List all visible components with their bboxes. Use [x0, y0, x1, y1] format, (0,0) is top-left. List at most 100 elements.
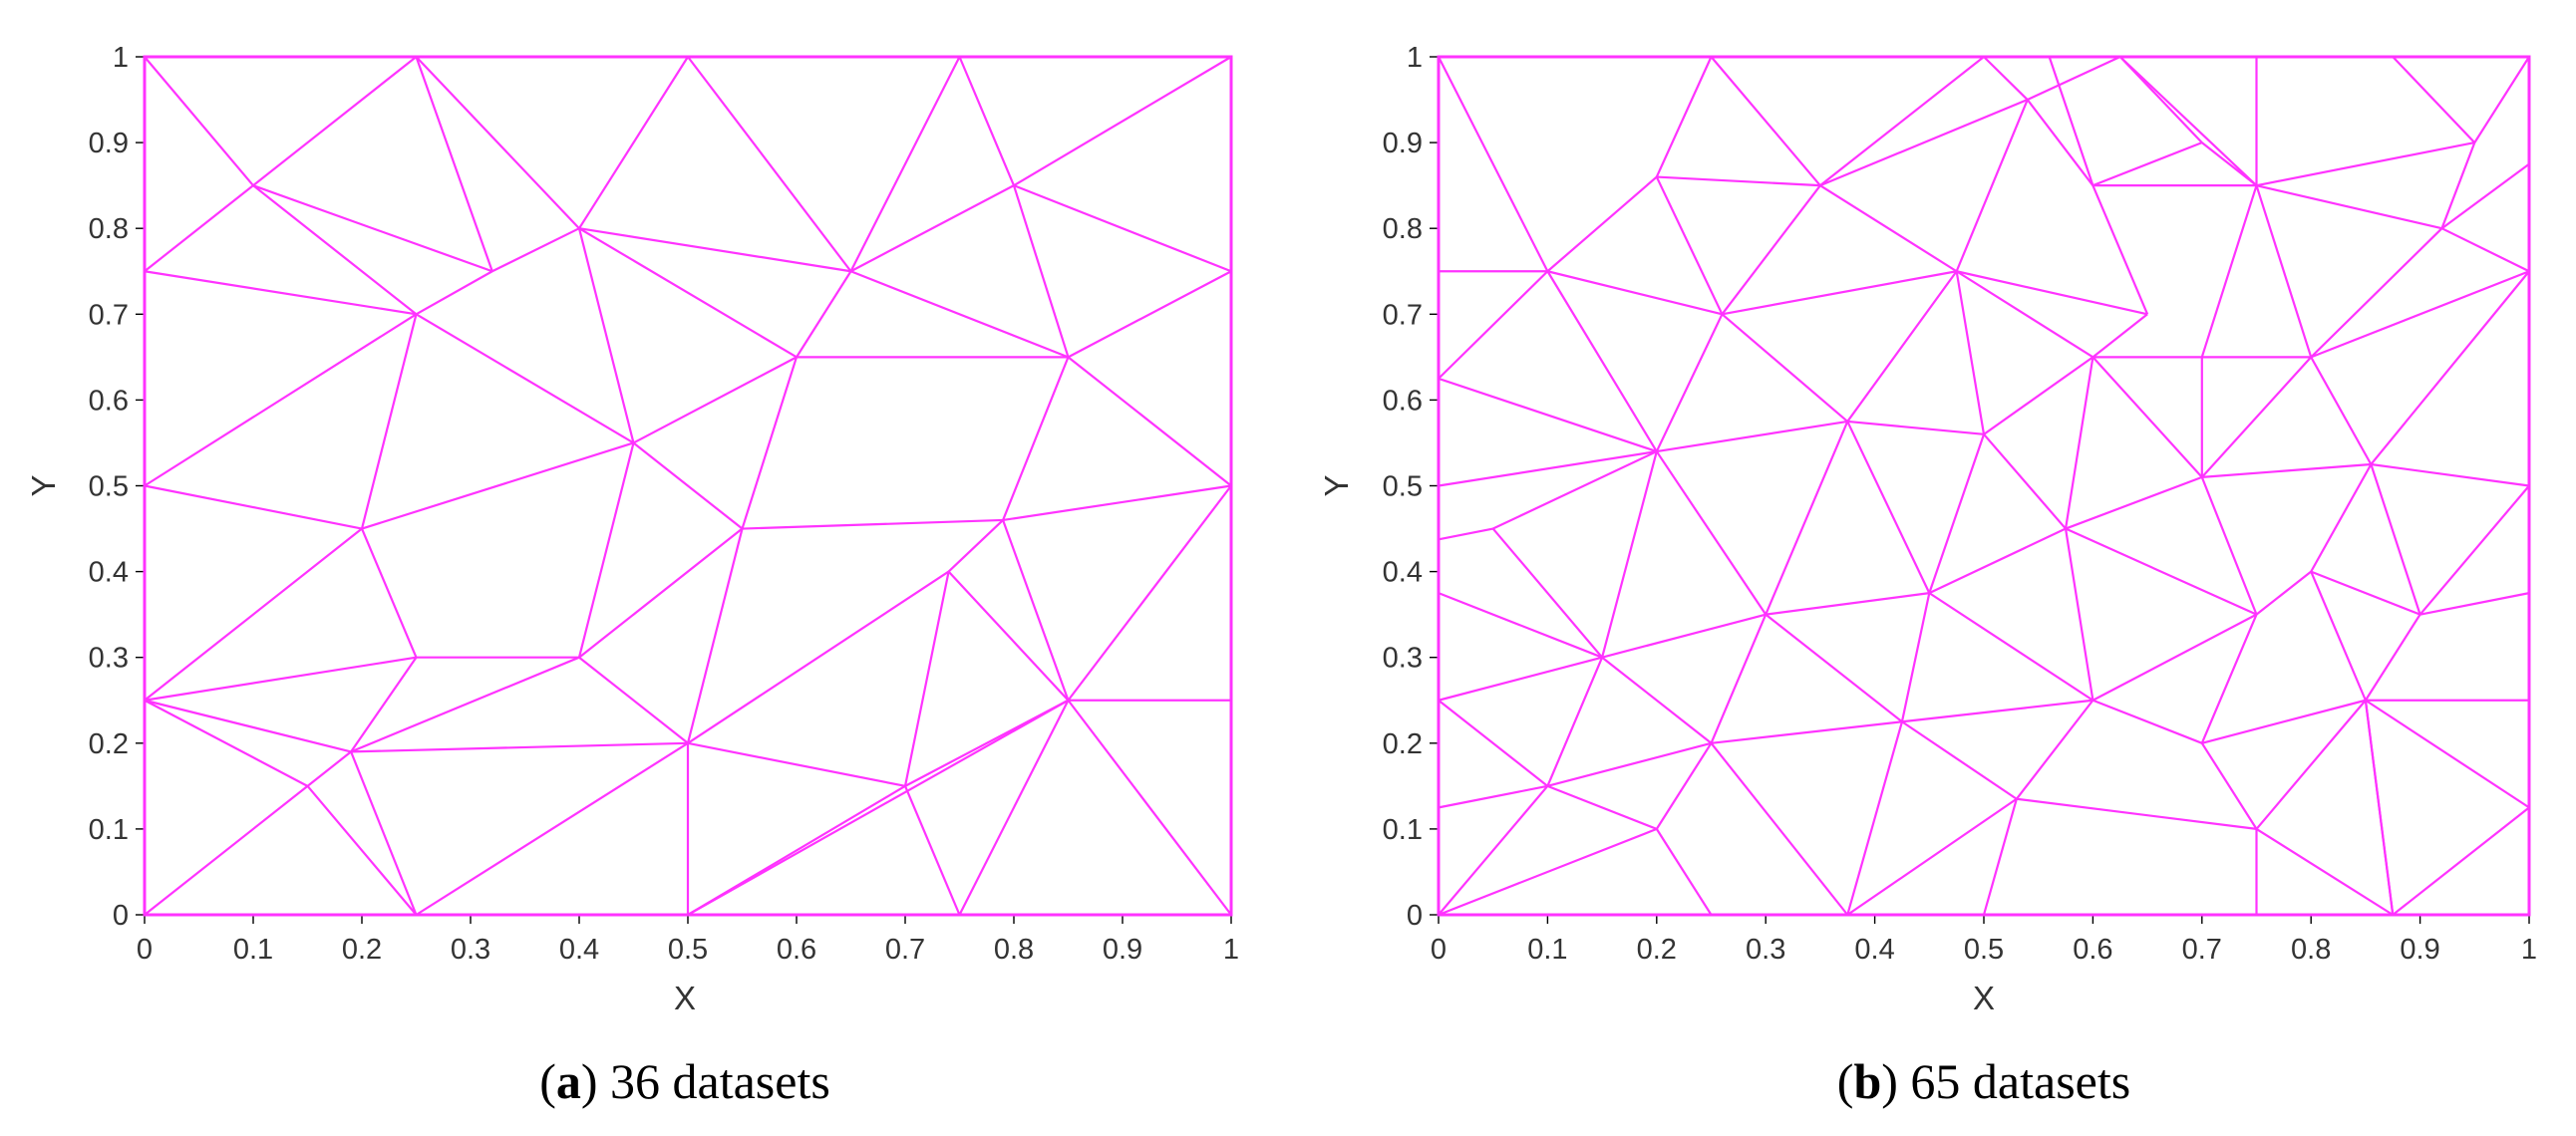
mesh-edge	[1722, 270, 1957, 316]
panel-b-mesh-plot: 0 0.1 0.2 0.3 0.4 0.5 0.6 0.7 0.8 0.9 1 0 0.1 0.2 0.3 0…	[1318, 42, 2537, 1016]
x-tick-label: 0.6	[2073, 934, 2112, 966]
mesh-edge	[1546, 270, 1658, 452]
mesh-edge	[2255, 827, 2394, 916]
mesh-edge	[1721, 313, 1848, 423]
mesh-edge	[849, 184, 1015, 273]
mesh-edge	[2092, 142, 2203, 187]
mesh-edge	[1547, 741, 1712, 787]
mesh-edge	[1721, 184, 1821, 315]
mesh-edge	[687, 570, 950, 744]
mesh-edge	[1819, 99, 2029, 187]
mesh-edge	[578, 227, 851, 273]
mesh-edge	[903, 785, 961, 916]
mesh-edge	[2364, 700, 2395, 916]
mesh-edge	[1438, 656, 1603, 702]
y-tick-label: 0.6	[1383, 385, 1423, 417]
mesh-edge	[578, 656, 689, 744]
y-tick-label: 0.4	[89, 557, 129, 589]
mesh-edge	[577, 227, 635, 443]
x-tick-label: 0.8	[994, 934, 1034, 966]
mesh-edge	[2310, 227, 2443, 359]
mesh-edge	[2201, 699, 2367, 744]
mesh-edge	[1655, 828, 1713, 916]
mesh-edge	[144, 313, 418, 487]
y-tick-label: 0.1	[1383, 814, 1423, 846]
mesh-edge	[632, 356, 798, 444]
x-axis-label: X	[1973, 980, 1995, 1016]
mesh-edge	[2371, 462, 2530, 487]
y-tick-label: 0.8	[89, 213, 129, 245]
mesh-edge	[903, 571, 950, 787]
mesh-edge	[1655, 176, 1724, 315]
x-tick-label: 0.2	[342, 934, 382, 966]
mesh-edge	[687, 56, 852, 272]
mesh-edge	[1601, 656, 1713, 744]
mesh-edge	[958, 56, 1016, 186]
mesh-edge	[632, 441, 744, 530]
mesh-edge	[2440, 227, 2530, 273]
mesh-edge	[306, 785, 418, 916]
mesh-edge	[796, 270, 852, 358]
mesh-edge	[1846, 421, 1931, 594]
mesh-edge	[1492, 450, 1658, 530]
mesh-edge	[252, 184, 493, 273]
mesh-edge	[1067, 484, 1232, 702]
x-tick-label: 0.3	[1746, 934, 1785, 966]
mesh-edge	[1901, 720, 2018, 800]
mesh-edge	[1819, 56, 1985, 187]
mesh-edge	[2473, 56, 2530, 143]
mesh-edge	[686, 528, 744, 744]
mesh-edge	[491, 227, 580, 273]
panel-a-mesh-plot: 0 0.1 0.2 0.3 0.4 0.5 0.6 0.7 0.8 0.9 1 0 0.1 0.2 0.3 0…	[25, 42, 1239, 1016]
mesh-edge	[2092, 699, 2203, 744]
y-tick-label: 1	[113, 42, 129, 74]
mesh-edge	[2419, 592, 2530, 616]
mesh-edge	[1983, 356, 2094, 435]
mesh-edge	[2364, 614, 2421, 702]
mesh-edge	[687, 741, 906, 787]
x-tick-label: 0.3	[451, 934, 490, 966]
mesh-edge	[578, 56, 689, 229]
mesh-edge	[252, 56, 418, 187]
mesh-edge	[2256, 184, 2442, 230]
mesh-edge	[1438, 56, 1549, 272]
mesh-edge	[1766, 592, 1930, 616]
mesh-edge	[1983, 433, 2067, 530]
mesh-edge	[1928, 433, 1986, 594]
mesh-edge	[144, 484, 363, 530]
mesh-edge	[1547, 270, 1723, 316]
y-tick-label: 0.7	[89, 299, 129, 331]
mesh-edge	[144, 527, 363, 702]
x-tick-label: 0.5	[1964, 934, 2004, 966]
mesh-edge	[360, 314, 418, 529]
mesh-edge	[947, 570, 1070, 702]
mesh-edge	[144, 270, 417, 316]
mesh-edge	[1655, 313, 1724, 452]
y-tick-label: 0.2	[1383, 728, 1423, 760]
mesh-edge	[1546, 175, 1658, 273]
x-tick-label: 0	[1431, 934, 1447, 966]
mesh-edge	[947, 519, 1004, 573]
mesh-edge	[2310, 270, 2530, 359]
mesh-edge	[2370, 463, 2421, 615]
x-tick-label: 0.6	[777, 934, 816, 966]
mesh-edge	[1012, 184, 1070, 358]
mesh-edge	[350, 751, 418, 916]
mesh-edge	[415, 56, 580, 229]
mesh-edge	[1601, 613, 1767, 659]
mesh-edge	[1983, 56, 2029, 101]
mesh-edge	[1491, 527, 1603, 659]
mesh-edge	[144, 56, 254, 186]
mesh-edge	[578, 227, 798, 359]
mesh-edge	[2092, 613, 2258, 702]
mesh-edge	[306, 750, 352, 787]
mesh-edge	[1956, 270, 2148, 316]
mesh-edge	[144, 184, 254, 273]
mesh-edge	[1955, 271, 1986, 435]
mesh-edge	[1710, 56, 1821, 186]
mesh-edge	[2392, 806, 2530, 916]
mesh-edge	[2370, 270, 2530, 465]
mesh-edge	[2027, 56, 2121, 102]
mesh-edge	[1656, 175, 1820, 187]
mesh-edge	[351, 741, 689, 753]
